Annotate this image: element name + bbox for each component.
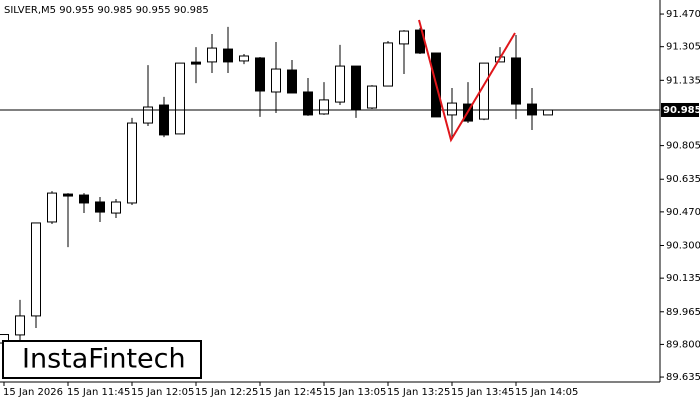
x-tick-label: 15 Jan 12:45 xyxy=(259,387,322,398)
candle-body xyxy=(239,55,249,62)
candle-body xyxy=(143,106,153,124)
y-tick-label: 89.800 xyxy=(666,339,700,350)
candle-body xyxy=(159,104,169,136)
y-tick-label: 90.300 xyxy=(666,241,700,252)
current-price-label: 90.985 xyxy=(663,105,700,116)
candle-body xyxy=(399,30,409,45)
candle-body xyxy=(191,61,201,65)
logo: InstaFintech xyxy=(22,344,186,375)
y-tick-label: 91.305 xyxy=(666,42,700,53)
x-tick-label: 15 Jan 13:25 xyxy=(387,387,450,398)
chart-title: SILVER,M5 90.955 90.985 90.955 90.985 xyxy=(4,5,209,16)
y-tick-label: 89.635 xyxy=(666,372,700,383)
candle-body xyxy=(63,193,73,197)
candle-body xyxy=(447,102,457,116)
y-tick-label: 89.965 xyxy=(666,307,700,318)
y-tick-label: 90.635 xyxy=(666,174,700,185)
x-tick-label: 15 Jan 12:25 xyxy=(195,387,258,398)
candle-body xyxy=(111,201,121,214)
candle-body xyxy=(127,122,137,204)
x-tick-label: 15 Jan 11:45 xyxy=(67,387,130,398)
candle-body xyxy=(95,201,105,213)
candle-body xyxy=(383,42,393,87)
candle-body xyxy=(255,57,265,92)
logo-box xyxy=(2,340,202,379)
y-tick-label: 91.470 xyxy=(666,9,700,20)
pattern-line xyxy=(418,19,516,143)
y-tick-label: 90.135 xyxy=(666,273,700,284)
candle-body xyxy=(303,91,313,116)
candle-body xyxy=(207,47,217,63)
candle-body xyxy=(511,57,521,105)
x-tick-label: 15 Jan 12:05 xyxy=(131,387,194,398)
candle-body xyxy=(79,194,89,204)
x-tick-label: 15 Jan 13:45 xyxy=(451,387,514,398)
y-tick-label: 90.470 xyxy=(666,207,700,218)
candle-body xyxy=(287,69,297,94)
candle-body xyxy=(223,48,233,63)
current-price-box xyxy=(661,102,699,117)
x-tick-label: 15 Jan 2026 xyxy=(3,387,63,398)
candle-body xyxy=(335,65,345,103)
candle-body xyxy=(367,85,377,109)
candle-body xyxy=(15,315,25,336)
candle-body xyxy=(175,62,185,135)
candle-body xyxy=(31,222,41,317)
x-tick-label: 15 Jan 13:05 xyxy=(323,387,386,398)
candle-body xyxy=(271,68,281,93)
candle-body xyxy=(319,99,329,115)
x-tick-label: 15 Jan 14:05 xyxy=(515,387,578,398)
candle-body xyxy=(543,109,553,116)
candle-body xyxy=(47,192,57,223)
candle-body xyxy=(351,65,361,110)
y-tick-label: 91.135 xyxy=(666,75,700,86)
y-tick-label: 90.805 xyxy=(666,141,700,152)
